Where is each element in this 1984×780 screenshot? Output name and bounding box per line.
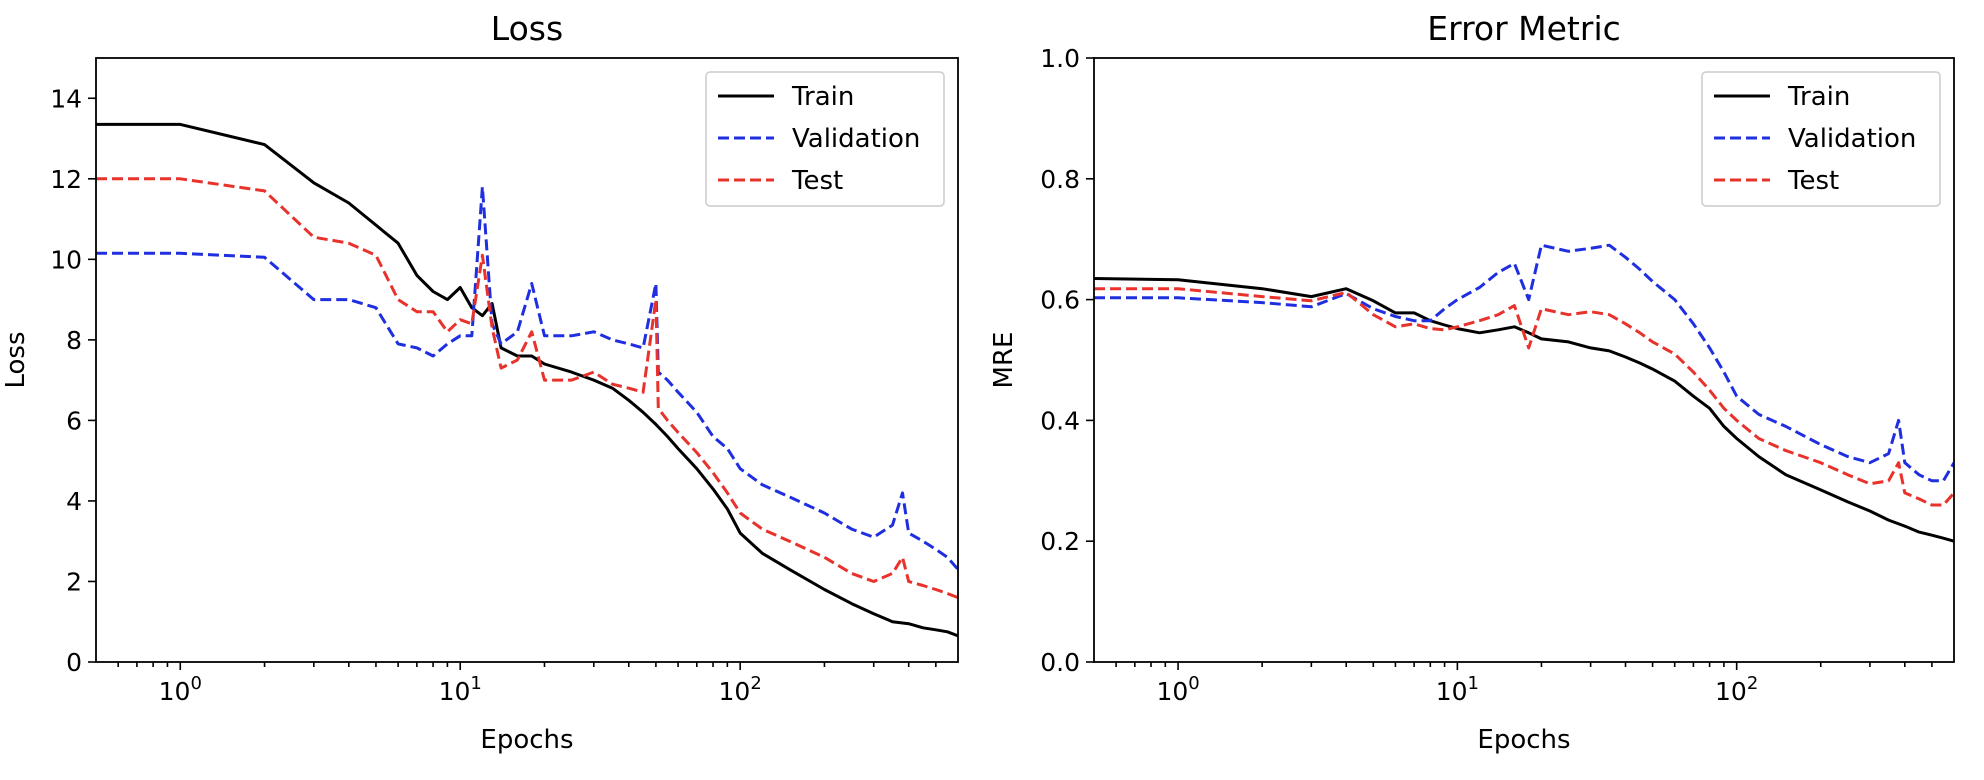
chart-1-legend-label-train: Train: [1787, 82, 1850, 112]
chart-1-series-line-validation: [1094, 243, 1954, 483]
chart-0-plot-frame: [95, 57, 959, 663]
chart-0-series-line-validation: [96, 185, 958, 571]
chart-1-ytick-label: 0.2: [1040, 527, 1080, 556]
chart-1-xtick-label: 101: [1436, 673, 1479, 706]
chart-1-xtick-exp: 0: [1188, 673, 1199, 694]
chart-1-series-group: [1094, 243, 1954, 543]
chart-1-ytick-label: 1.0: [1040, 44, 1080, 73]
chart-1-xtick-label: 100: [1156, 673, 1199, 706]
chart-1-ytick-label: 0.4: [1040, 406, 1080, 435]
chart-0-ytick-label: 12: [50, 165, 82, 194]
chart-1-xtick-base: 10: [1715, 677, 1747, 706]
chart-0-legend-label-test: Test: [791, 166, 843, 196]
chart-1-xtick-exp: 1: [1468, 673, 1479, 694]
chart-1-xtick-label: 102: [1715, 673, 1758, 706]
chart-0-xtick-exp: 1: [470, 673, 481, 694]
chart-1-ytick-label: 0.0: [1040, 648, 1080, 677]
chart-1-xtick-base: 10: [1156, 677, 1188, 706]
chart-1-xlabel: Epochs: [1477, 725, 1570, 755]
chart-0-series-line-train: [96, 122, 958, 638]
chart-0-legend: Train Validation Test: [705, 71, 945, 207]
chart-1-series-line-test: [1094, 287, 1954, 507]
chart-1-legend: Train Validation Test: [1701, 71, 1941, 207]
chart-0-ytick-label: 2: [66, 567, 82, 596]
chart-1-ytick-label: 0.6: [1040, 286, 1080, 315]
chart-1-xtick-exp: 2: [1747, 673, 1758, 694]
chart-1-plot-frame: [1093, 57, 1955, 663]
chart-0-xtick-label: 101: [439, 673, 482, 706]
chart-0-legend-box: [705, 71, 945, 207]
chart-0-xtick-label: 100: [159, 673, 202, 706]
chart-0-xlabel: Epochs: [480, 725, 573, 755]
chart-0-xtick-base: 10: [719, 677, 751, 706]
chart-0-ylabel: Loss: [1, 331, 31, 388]
chart-0-xtick-exp: 0: [190, 673, 201, 694]
chart-0-ytick-label: 10: [50, 245, 82, 274]
chart-1-ylabel: MRE: [989, 332, 1019, 389]
chart-0-series-group: [96, 122, 958, 638]
chart-1-title: Error Metric: [1427, 9, 1621, 48]
chart-0-ytick-label: 4: [66, 487, 82, 516]
chart-0-xtick-label: 102: [719, 673, 762, 706]
chart-0-ytick-label: 8: [66, 326, 82, 355]
chart-1-xtick-base: 10: [1436, 677, 1468, 706]
chart-0-xtick-base: 10: [439, 677, 471, 706]
chart-0-legend-label-train: Train: [791, 82, 854, 112]
chart-0-legend-label-validation: Validation: [792, 124, 920, 154]
chart-0-series-line-test: [96, 177, 958, 599]
chart-0-ytick-label: 6: [66, 406, 82, 435]
chart-1-legend-label-validation: Validation: [1788, 124, 1916, 154]
chart-1-series-line-train: [1094, 277, 1954, 543]
chart-0-xtick-exp: 2: [750, 673, 761, 694]
chart-0-ytick-label: 0: [66, 648, 82, 677]
chart-0-xtick-base: 10: [159, 677, 191, 706]
chart-0-ytick-label: 14: [50, 84, 82, 113]
chart-1-legend-box: [1701, 71, 1941, 207]
chart-1-legend-label-test: Test: [1787, 166, 1839, 196]
chart-0-title: Loss: [491, 9, 563, 48]
chart-1-ytick-label: 0.8: [1040, 165, 1080, 194]
